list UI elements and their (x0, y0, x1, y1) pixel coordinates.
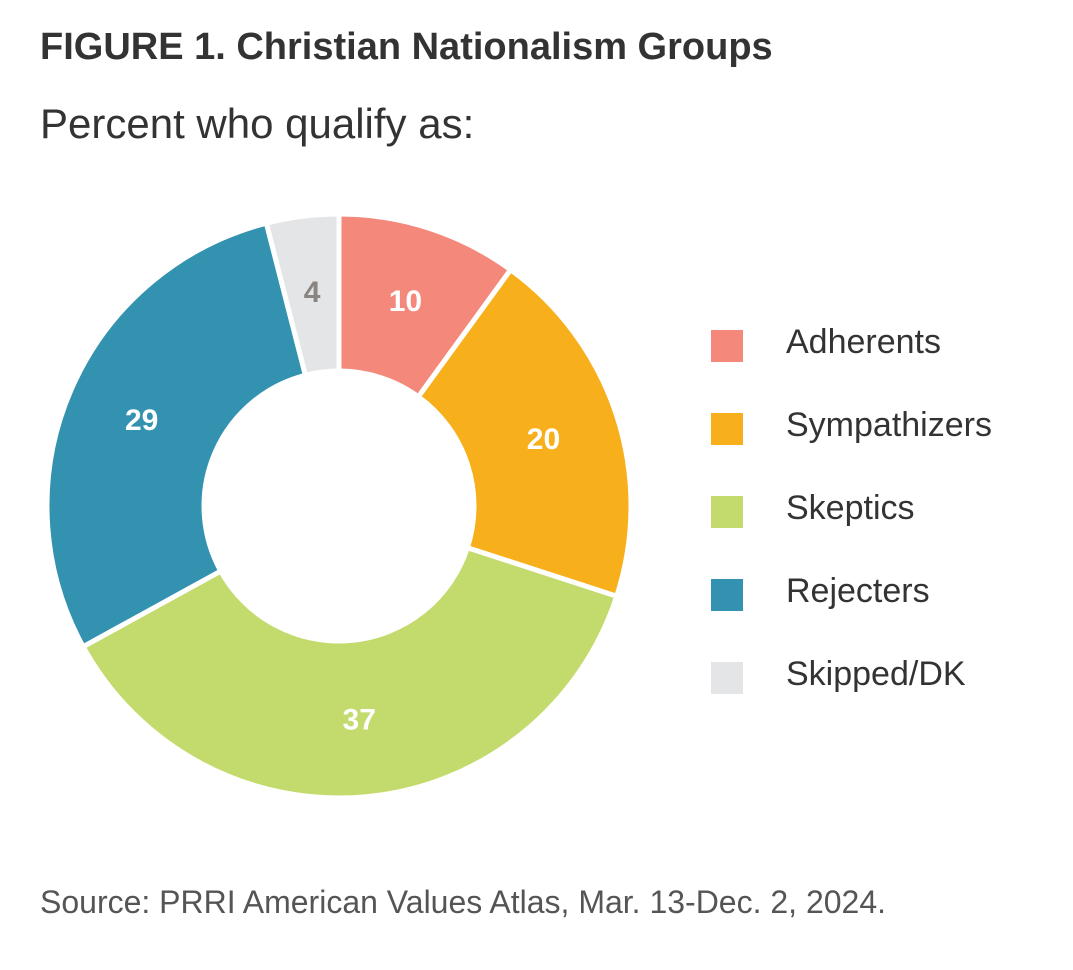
slice-value-label: 20 (527, 423, 560, 456)
legend-label: Skeptics (786, 489, 915, 527)
chart-subtitle: Percent who qualify as: (40, 100, 475, 147)
donut-slice-sympathizers (415, 267, 634, 599)
source-note: Source: PRRI American Values Atlas, Mar.… (40, 884, 887, 920)
chart-title: FIGURE 1. Christian Nationalism Groups (40, 26, 773, 68)
legend-swatch (711, 413, 743, 445)
legend-swatch (711, 330, 743, 362)
legend-swatch (711, 579, 743, 611)
legend-swatch (711, 496, 743, 528)
donut-slice-skeptics (80, 545, 620, 801)
legend-label: Adherents (786, 323, 941, 361)
legend-label: Rejecters (786, 572, 930, 610)
slice-value-label: 29 (125, 404, 158, 437)
legend-label: Sympathizers (786, 406, 992, 444)
donut-slice-skipped-dk (263, 211, 342, 378)
slice-value-label: 37 (343, 704, 376, 737)
legend-label: Skipped/DK (786, 655, 966, 693)
donut-slices (44, 211, 634, 801)
slice-value-label: 4 (304, 276, 321, 309)
slice-value-label: 10 (389, 285, 422, 318)
donut-slice-rejecters (44, 220, 308, 650)
donut-labels: 10 20 37 29 4 (125, 276, 560, 736)
legend-swatch (711, 662, 743, 694)
